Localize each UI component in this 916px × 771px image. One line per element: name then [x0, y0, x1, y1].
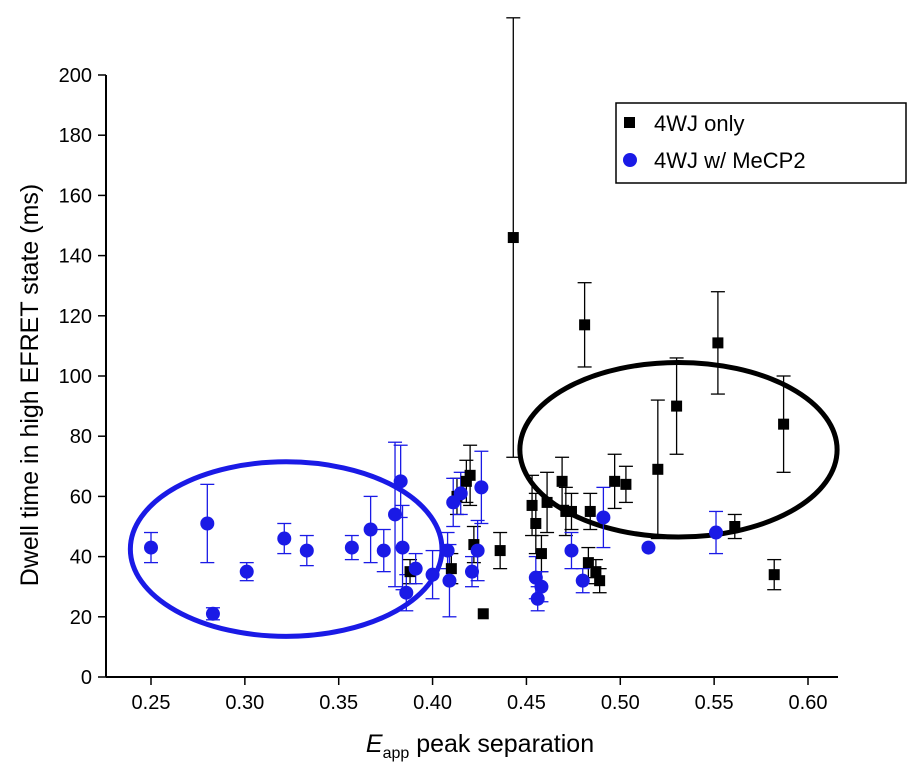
data-point-square — [477, 608, 489, 620]
points-layer — [144, 232, 790, 621]
data-point-circle — [144, 540, 158, 555]
data-point-circle — [709, 525, 724, 540]
data-point-square — [556, 475, 568, 487]
y-tick-label: 20 — [70, 607, 92, 629]
data-point-circle — [399, 585, 414, 600]
x-tick-label: 0.45 — [507, 692, 546, 714]
data-point-square — [460, 475, 472, 487]
axes: 0 20 40 60 80 100 120 140 160 180 200 0.25 0.30 0.35… — [59, 65, 838, 714]
x-tick-label: 0.50 — [601, 692, 640, 714]
y-tick-label: 60 — [70, 486, 92, 508]
data-point-square — [584, 505, 596, 517]
data-point-square — [778, 418, 790, 430]
annotation-layer — [127, 359, 840, 639]
x-ticks: 0.25 0.30 0.35 0.40 0.45 0.50 0.55 0.60 — [132, 677, 828, 714]
data-point-square — [494, 545, 506, 557]
data-point-square — [671, 400, 683, 412]
data-point-square — [579, 319, 591, 331]
data-point-circle — [388, 507, 403, 522]
x-tick-label: 0.25 — [132, 692, 171, 714]
data-point-square — [526, 499, 538, 511]
data-point-square — [530, 517, 542, 529]
y-tick-label: 200 — [59, 65, 92, 87]
data-point-circle — [596, 510, 611, 525]
x-axis-title-rest: peak separation — [409, 730, 594, 758]
data-point-circle — [425, 567, 440, 582]
x-tick-label: 0.30 — [225, 692, 264, 714]
legend-label-series-2: 4WJ w/ MeCP2 — [654, 148, 806, 173]
data-point-circle — [530, 591, 545, 606]
x-tick-label: 0.60 — [789, 692, 828, 714]
x-axis-title-main: E — [366, 730, 383, 758]
y-tick-label: 160 — [59, 185, 92, 207]
data-point-square — [560, 505, 572, 517]
data-point-square — [768, 569, 780, 581]
highlight-ellipse-2 — [517, 359, 840, 540]
y-tick-label: 0 — [81, 667, 92, 689]
data-point-square — [535, 548, 547, 560]
legend-box — [615, 102, 907, 184]
legend-label-series-1: 4WJ only — [654, 111, 744, 136]
data-point-circle — [408, 561, 423, 576]
x-tick-label: 0.35 — [319, 692, 358, 714]
x-axis-title: Eapp peak separation — [366, 730, 594, 762]
y-tick-label: 100 — [59, 366, 92, 388]
data-point-square — [609, 475, 621, 487]
data-point-square — [712, 337, 724, 349]
y-tick-label: 120 — [59, 306, 92, 328]
data-point-circle — [534, 579, 549, 594]
data-point-circle — [344, 540, 359, 555]
data-point-circle — [200, 516, 215, 531]
data-point-square — [590, 566, 602, 578]
data-point-circle — [277, 531, 292, 546]
x-tick-label: 0.40 — [413, 692, 452, 714]
data-point-square — [464, 469, 476, 481]
y-tick-label: 180 — [59, 125, 92, 147]
y-ticks: 0 20 40 60 80 100 120 140 160 180 200 — [59, 65, 106, 689]
data-point-circle — [205, 606, 220, 621]
data-point-circle — [395, 540, 410, 555]
x-axis-title-subscript: app — [383, 745, 410, 762]
data-point-square — [507, 232, 519, 244]
data-point-circle — [442, 573, 457, 588]
y-axis-title: Dwell time in high EFRET state (ms) — [16, 184, 44, 586]
data-point-circle — [464, 564, 479, 579]
legend-marker-square — [624, 117, 635, 128]
data-point-square — [468, 539, 480, 551]
data-point-circle — [363, 522, 378, 537]
data-point-square — [565, 505, 577, 517]
data-point-circle — [474, 480, 489, 495]
y-tick-label: 40 — [70, 547, 92, 569]
data-point-circle — [376, 543, 391, 558]
legend: 4WJ only 4WJ w/ MeCP2 — [615, 102, 907, 184]
data-point-circle — [575, 573, 590, 588]
data-point-square — [582, 557, 594, 569]
data-point-circle — [564, 543, 579, 558]
y-tick-label: 80 — [70, 426, 92, 448]
y-tick-label: 140 — [59, 246, 92, 268]
data-point-circle — [641, 540, 656, 555]
x-tick-label: 0.55 — [695, 692, 734, 714]
data-point-square — [620, 478, 632, 490]
data-point-circle — [299, 543, 314, 558]
data-point-circle — [453, 486, 468, 501]
data-point-square — [445, 563, 457, 575]
data-point-square — [652, 463, 664, 475]
data-point-square — [729, 521, 741, 532]
data-point-square — [541, 496, 553, 508]
data-point-circle — [393, 474, 408, 489]
data-point-circle — [470, 543, 485, 558]
data-point-circle — [239, 564, 254, 579]
legend-marker-circle — [623, 153, 637, 167]
data-point-circle — [440, 543, 455, 558]
data-point-square — [594, 575, 606, 587]
